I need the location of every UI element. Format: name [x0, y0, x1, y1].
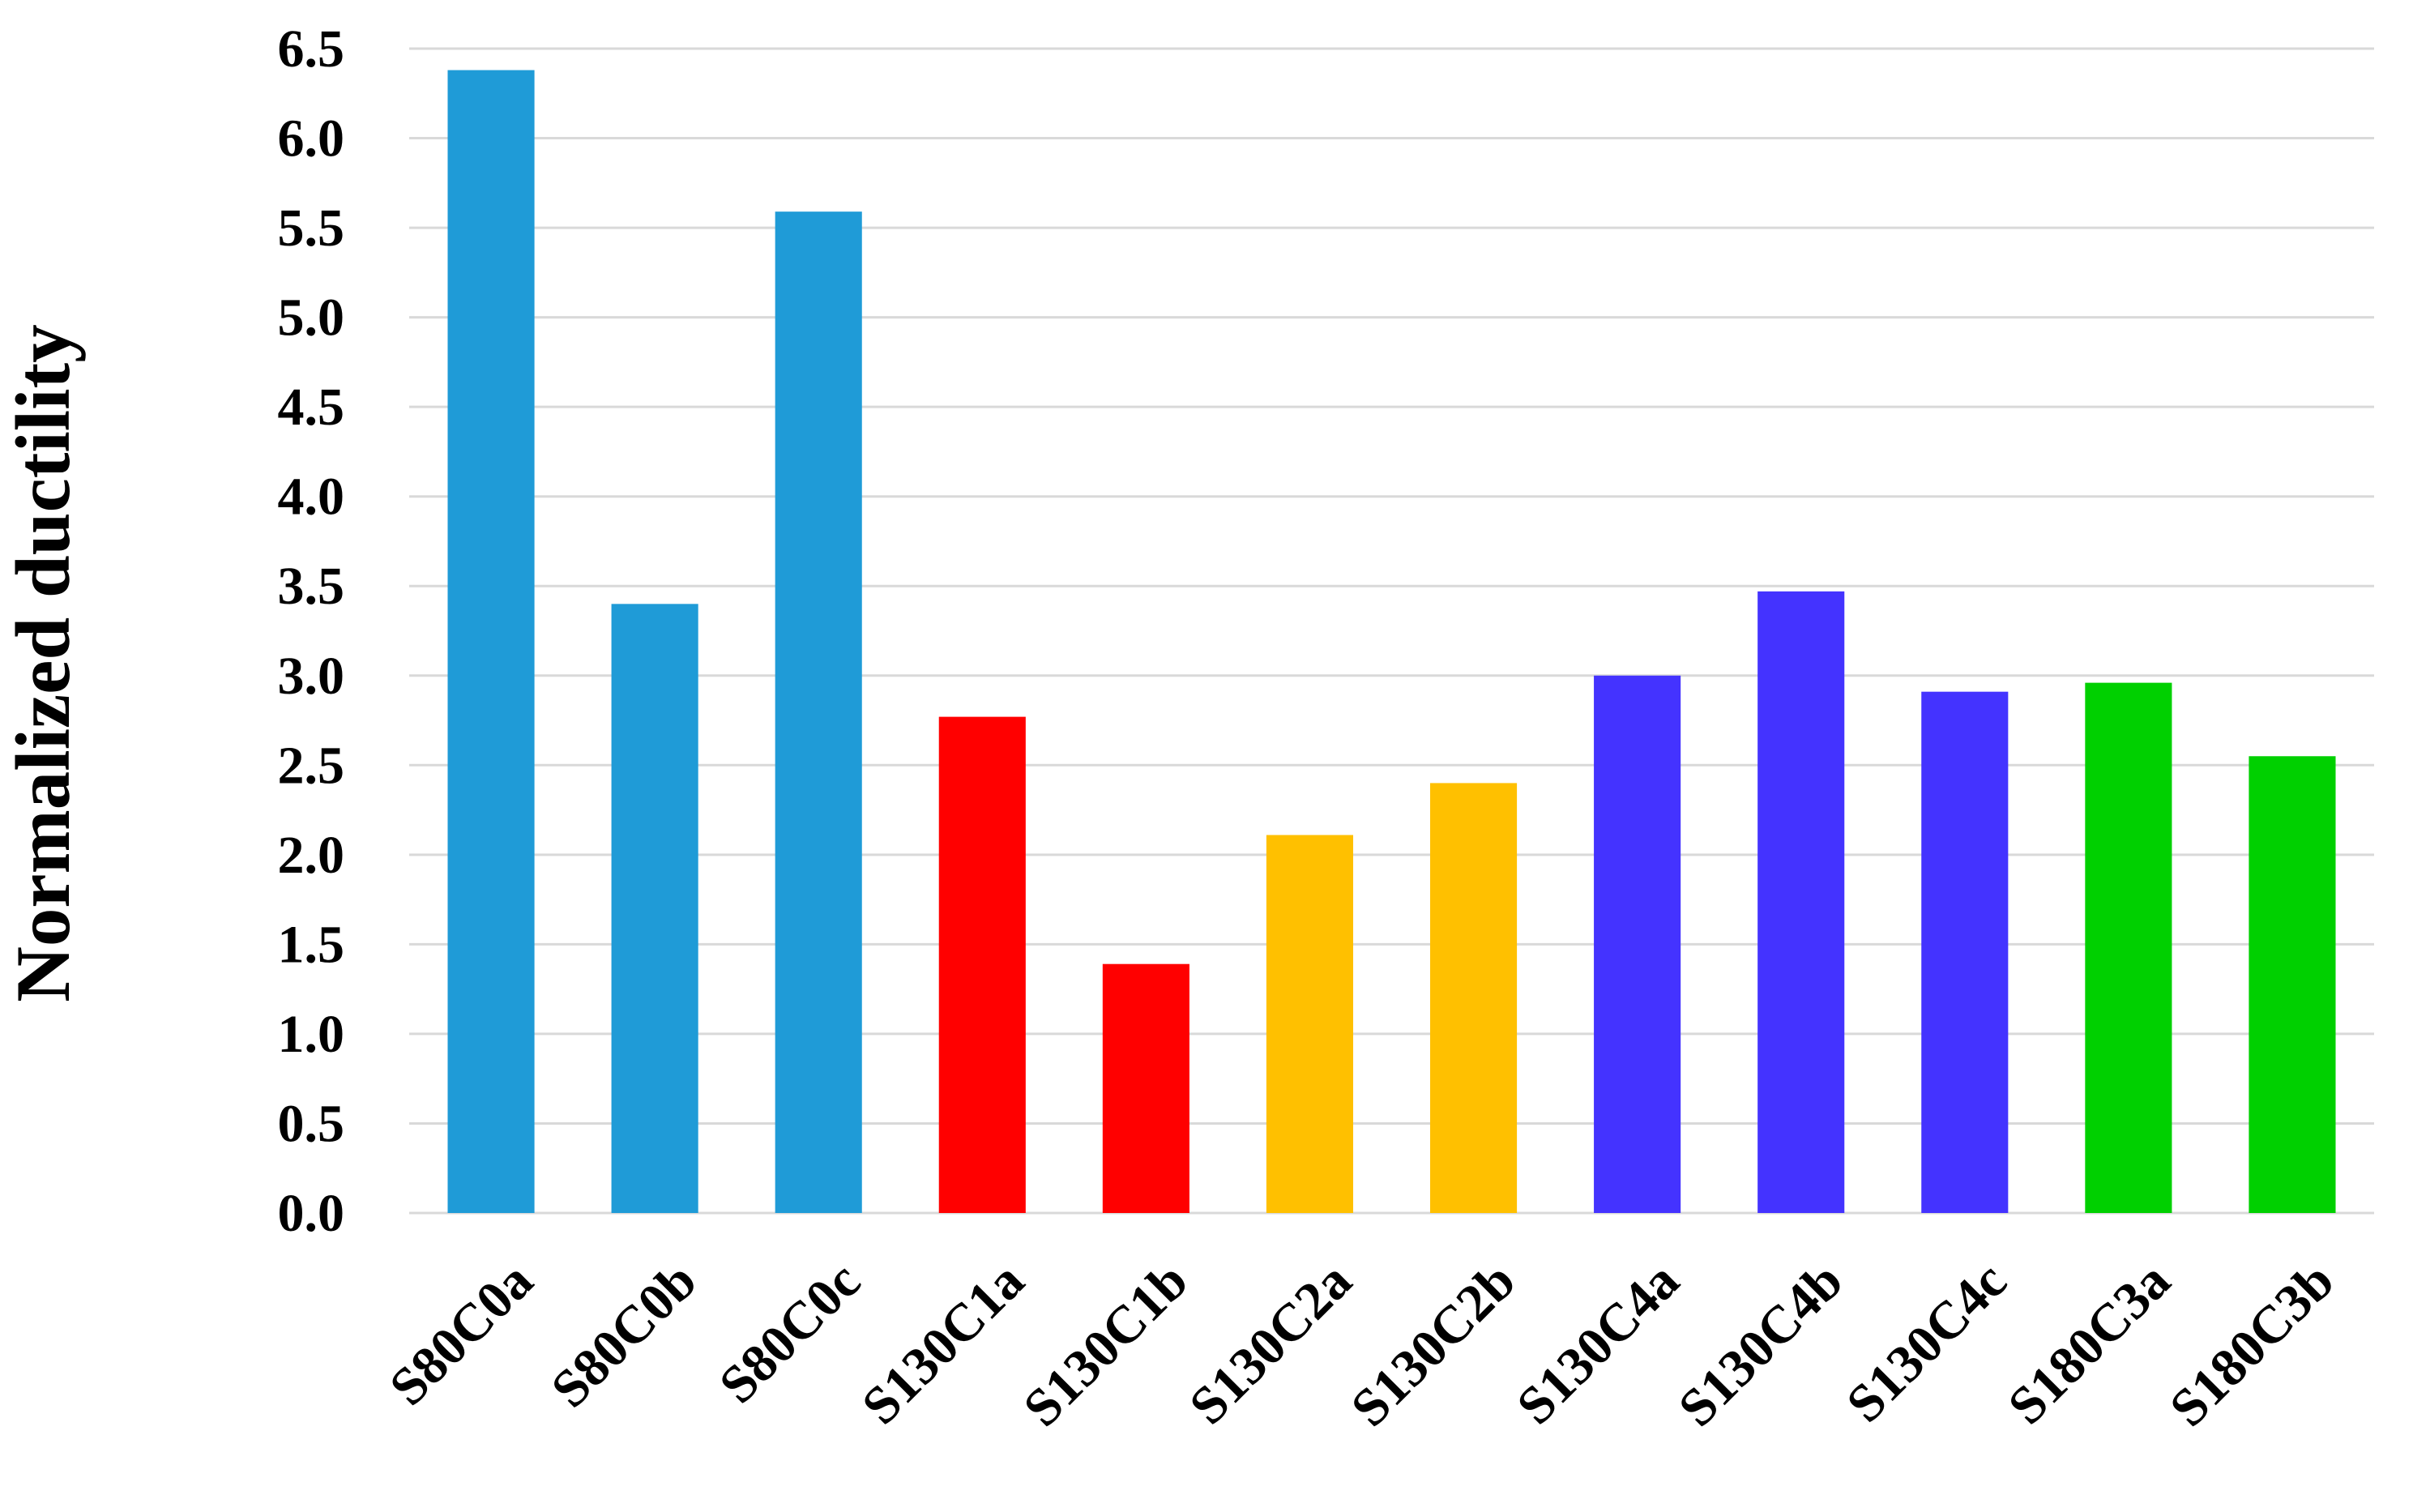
x-category-label: S130C2a: [1178, 1251, 1363, 1436]
bar-s80c0b: [611, 604, 698, 1213]
y-tick-label: 1.5: [278, 915, 345, 974]
y-tick-label: 5.5: [278, 199, 345, 258]
bar-s130c2a: [1266, 835, 1354, 1213]
x-category-label: S130C1a: [851, 1251, 1036, 1436]
x-category-label: S130C4a: [1505, 1251, 1690, 1436]
bar-s130c2b: [1429, 783, 1518, 1213]
y-tick-label: 3.0: [278, 647, 345, 706]
y-tick-label: 3.5: [278, 557, 345, 616]
bar-s80c0a: [447, 70, 535, 1214]
bar-s180c3b: [2249, 756, 2336, 1213]
y-tick-label: 4.0: [278, 468, 345, 527]
y-tick-label: 0.5: [278, 1094, 345, 1153]
y-tick-label: 2.5: [278, 736, 345, 795]
y-axis-ticks: 0.0 0.5 1.0 1.5 2.0 2.5 3.0 3.5 4.0 4.5 5.0 5.5 6.0 6…: [278, 19, 345, 1243]
x-category-label: S80C0a: [378, 1251, 545, 1417]
y-tick-label: 6.5: [278, 19, 345, 79]
y-tick-label: 4.5: [278, 378, 345, 437]
x-category-label: S80C0c: [708, 1251, 872, 1415]
y-tick-label: 5.0: [278, 288, 345, 348]
x-category-label: S80C0b: [540, 1251, 707, 1419]
bar-s180c3a: [2085, 682, 2172, 1213]
x-category-label: S130C4b: [1668, 1251, 1855, 1438]
x-category-label: S130C1b: [1012, 1251, 1199, 1438]
bars: [447, 70, 2336, 1214]
bar-s80c0c: [775, 211, 862, 1214]
bar-s130c1a: [938, 716, 1026, 1213]
y-tick-label: 6.0: [278, 109, 345, 169]
y-tick-label: 0.0: [278, 1184, 345, 1243]
x-category-label: S180C3a: [1997, 1251, 2182, 1436]
bar-s130c4c: [1921, 691, 2009, 1213]
gridlines: [409, 47, 2374, 1215]
bar-s130c1b: [1102, 963, 1189, 1213]
y-tick-label: 2.0: [278, 826, 345, 885]
x-category-label: S130C4c: [1835, 1251, 2018, 1433]
bar-s130c4a: [1594, 675, 1681, 1213]
bar-s130c4b: [1757, 591, 1845, 1213]
x-category-label: S180C3b: [2159, 1251, 2346, 1438]
y-tick-label: 1.0: [278, 1005, 345, 1064]
y-axis-title: Normalized ductility: [0, 324, 86, 1002]
x-category-label: S130C2b: [1340, 1251, 1527, 1438]
